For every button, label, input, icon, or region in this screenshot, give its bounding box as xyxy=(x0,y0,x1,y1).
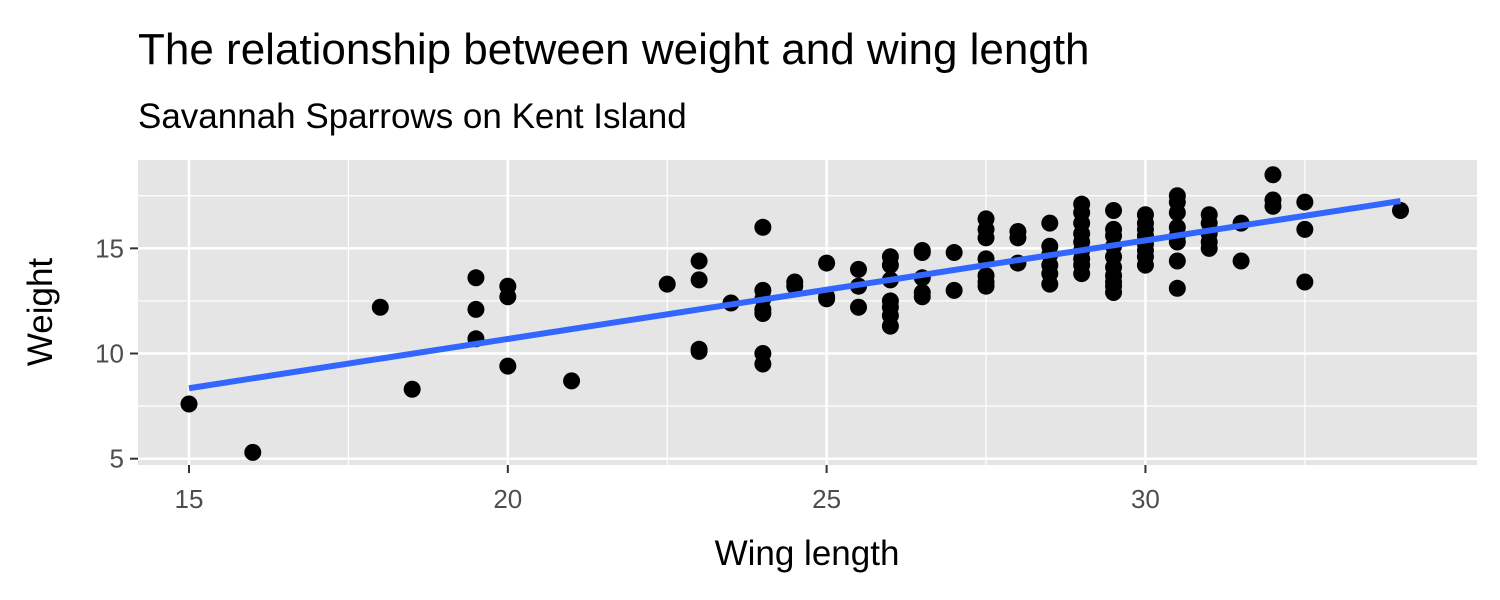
data-point xyxy=(1073,265,1091,283)
data-point xyxy=(881,256,899,274)
data-point xyxy=(658,275,676,293)
y-tick-label: 5 xyxy=(110,444,124,474)
data-point xyxy=(977,229,995,247)
x-axis-title: Wing length xyxy=(715,534,900,573)
data-point xyxy=(913,244,931,262)
data-point xyxy=(690,342,708,360)
data-point xyxy=(1041,275,1059,293)
data-point xyxy=(690,252,708,270)
data-point xyxy=(499,288,517,306)
data-point xyxy=(1105,201,1123,219)
data-point xyxy=(850,260,868,278)
data-point xyxy=(1041,214,1059,232)
data-point xyxy=(881,317,899,335)
data-point xyxy=(403,380,421,398)
data-point xyxy=(754,355,772,373)
trend-line xyxy=(188,198,1401,392)
chart-subtitle: Savannah Sparrows on Kent Island xyxy=(138,97,687,136)
x-tick-label: 15 xyxy=(175,484,204,514)
data-point xyxy=(180,395,198,413)
data-point xyxy=(945,244,963,262)
data-point xyxy=(1136,256,1154,274)
data-point xyxy=(1168,279,1186,297)
data-point xyxy=(850,298,868,316)
data-point xyxy=(1264,166,1282,184)
data-point xyxy=(1391,201,1409,219)
x-tick-label: 25 xyxy=(812,484,841,514)
data-point xyxy=(1296,220,1314,238)
y-tick-label: 10 xyxy=(95,339,124,369)
data-point xyxy=(1232,252,1250,270)
data-point xyxy=(371,298,389,316)
data-point xyxy=(754,305,772,323)
data-point xyxy=(1200,239,1218,257)
data-point xyxy=(786,277,804,295)
data-point xyxy=(945,281,963,299)
data-point xyxy=(1296,193,1314,211)
x-axis: 15 20 25 30 xyxy=(175,465,1160,514)
data-point xyxy=(754,218,772,236)
data-point xyxy=(818,290,836,308)
data-point xyxy=(1009,229,1027,247)
data-point xyxy=(1264,197,1282,215)
x-tick-label: 20 xyxy=(493,484,522,514)
chart-title: The relationship between weight and wing… xyxy=(138,25,1090,74)
plot-panel xyxy=(138,160,1477,465)
data-points xyxy=(180,166,1409,461)
data-point xyxy=(563,372,581,390)
data-point xyxy=(244,443,262,461)
data-point xyxy=(1105,284,1123,302)
data-point xyxy=(690,271,708,289)
data-point xyxy=(977,277,995,295)
y-axis: 5 10 15 xyxy=(95,233,138,474)
major-gridlines xyxy=(138,160,1477,465)
x-tick-label: 30 xyxy=(1131,484,1160,514)
trend-line-group xyxy=(188,198,1401,392)
data-point xyxy=(1168,252,1186,270)
y-tick-label: 15 xyxy=(95,233,124,263)
y-axis-title: Weight xyxy=(21,258,60,367)
data-point xyxy=(467,269,485,287)
data-point xyxy=(913,288,931,306)
data-point xyxy=(1168,204,1186,222)
data-point xyxy=(1296,273,1314,291)
data-point xyxy=(818,254,836,272)
data-point xyxy=(499,357,517,375)
data-point xyxy=(467,300,485,318)
